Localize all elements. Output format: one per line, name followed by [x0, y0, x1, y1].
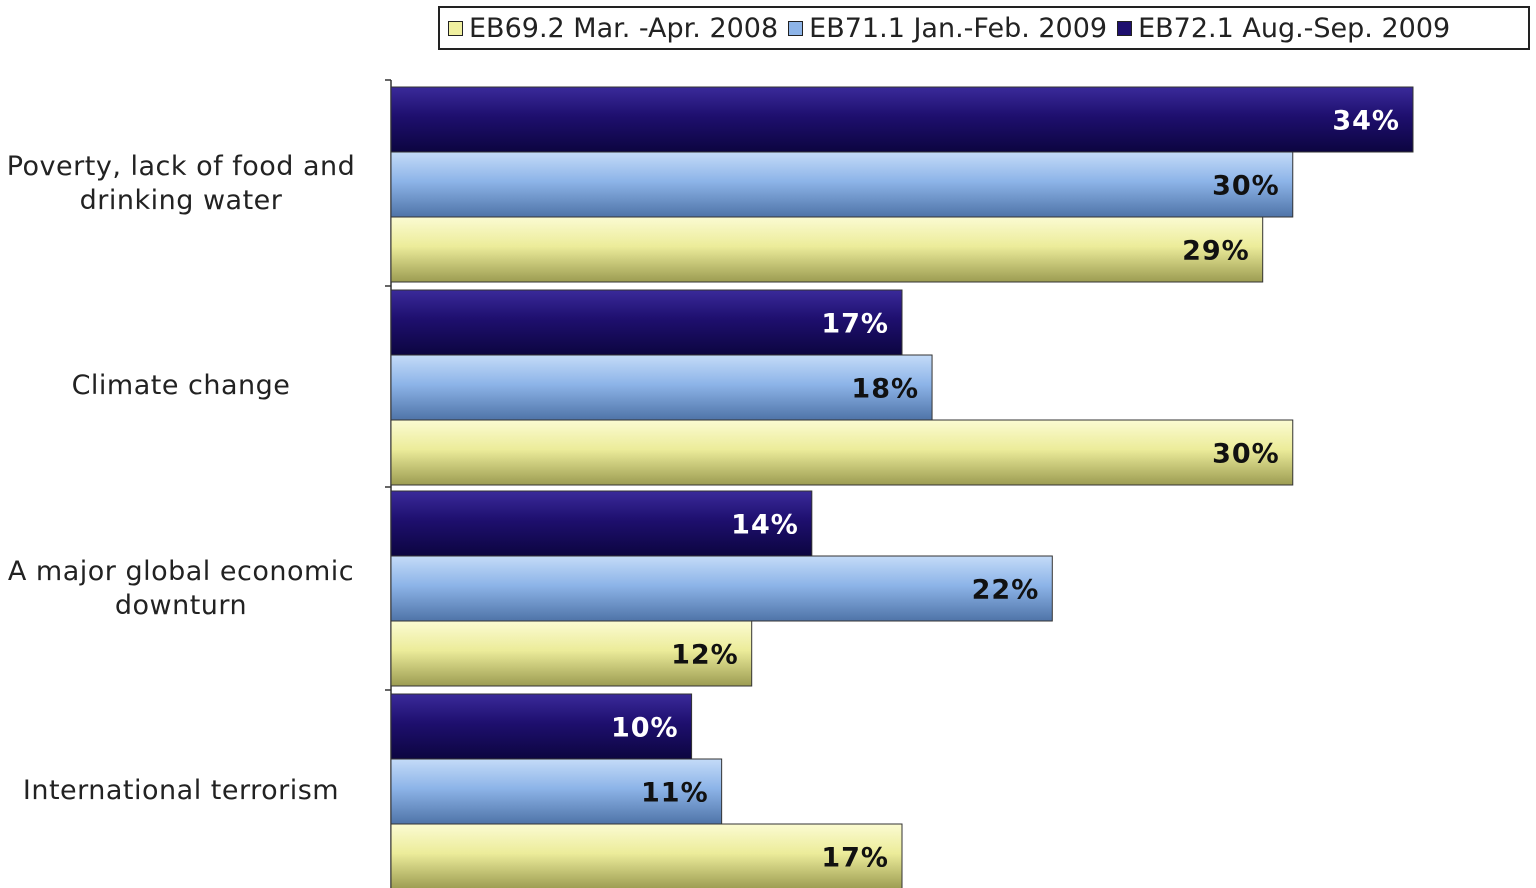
bar-climate-eb71-1 — [390, 354, 933, 421]
legend-label-eb69-2: EB69.2 Mar. -Apr. 2008 — [469, 12, 779, 44]
data-label-climate-eb72-1: 17% — [821, 309, 889, 340]
data-label-economic-eb71-1: 22% — [972, 575, 1040, 606]
data-label-climate-eb71-1: 18% — [851, 374, 919, 405]
legend-swatch-eb71-1 — [788, 20, 804, 36]
bar-economic-eb69-2 — [390, 620, 753, 687]
category-label-economic: A major global economic downturn — [7, 556, 355, 621]
data-label-economic-eb69-2: 12% — [671, 640, 739, 671]
bar-terrorism-eb69-2 — [390, 823, 903, 888]
data-label-terrorism-eb71-1: 11% — [641, 778, 709, 809]
legend-entry: EB72.1 Aug.-Sep. 2009 — [1117, 13, 1450, 44]
bar-terrorism-eb72-1 — [390, 693, 693, 760]
bar-poverty-eb71-1 — [390, 151, 1294, 218]
bar-terrorism-eb71-1 — [390, 758, 723, 825]
bar-economic-eb72-1 — [390, 490, 813, 557]
legend-swatch-eb69-2 — [448, 20, 463, 36]
data-label-poverty-eb69-2: 29% — [1182, 236, 1250, 267]
legend-label-eb71-1: EB71.1 Jan.-Feb. 2009 — [809, 12, 1108, 44]
data-label-terrorism-eb69-2: 17% — [821, 843, 889, 874]
data-label-poverty-eb71-1: 30% — [1212, 171, 1280, 202]
data-label-poverty-eb72-1: 34% — [1332, 106, 1400, 137]
data-label-economic-eb72-1: 14% — [731, 510, 799, 541]
chart-legend: EB69.2 Mar. -Apr. 2008 EB71.1 Jan.-Feb. … — [438, 6, 1530, 50]
legend-swatch-eb72-1 — [1117, 20, 1133, 36]
bar-poverty-eb72-1 — [390, 86, 1414, 153]
data-label-climate-eb69-2: 30% — [1212, 439, 1280, 470]
category-label-poverty: Poverty, lack of food and drinking water — [6, 151, 356, 216]
legend-entry: EB69.2 Mar. -Apr. 2008 — [448, 13, 778, 44]
legend-label-eb72-1: EB72.1 Aug.-Sep. 2009 — [1138, 12, 1451, 44]
bar-climate-eb69-2 — [390, 419, 1294, 486]
bar-climate-eb72-1 — [390, 289, 903, 356]
bar-economic-eb71-1 — [390, 555, 1053, 622]
bar-poverty-eb69-2 — [390, 216, 1264, 283]
data-label-terrorism-eb72-1: 10% — [611, 713, 679, 744]
category-label-climate: Climate change — [71, 370, 291, 401]
category-label-terrorism: International terrorism — [22, 775, 340, 806]
legend-entry: EB71.1 Jan.-Feb. 2009 — [788, 13, 1107, 44]
